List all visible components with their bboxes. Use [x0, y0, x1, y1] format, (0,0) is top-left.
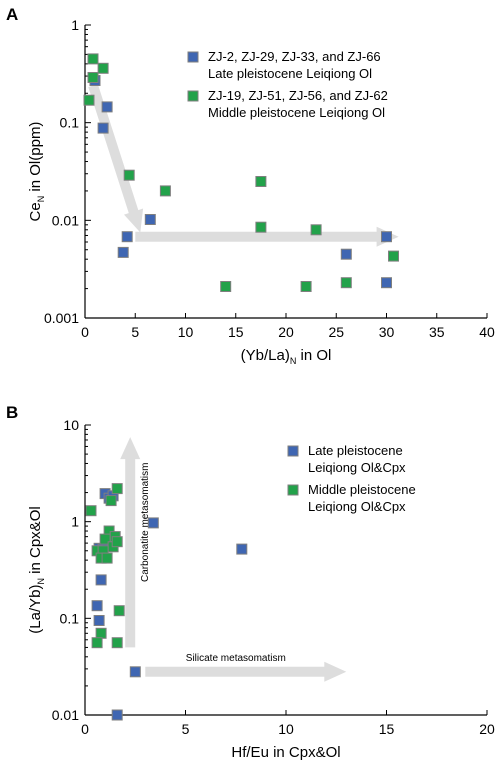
data-point — [97, 122, 109, 134]
data-point — [236, 543, 248, 555]
legend-label: ZJ-19, ZJ-51, ZJ-56, and ZJ-62 — [208, 88, 388, 103]
data-point — [101, 101, 113, 113]
x-tick-label: 20 — [278, 324, 294, 340]
data-point — [95, 627, 107, 639]
data-point — [97, 62, 109, 74]
data-point — [101, 552, 113, 564]
x-tick-label: 0 — [81, 324, 89, 340]
legend-label: ZJ-2, ZJ-29, ZJ-33, and ZJ-66 — [208, 49, 381, 64]
legend-marker — [287, 484, 299, 496]
x-tick-label: 5 — [182, 721, 190, 737]
data-point — [95, 574, 107, 586]
x-tick-label: 35 — [429, 324, 445, 340]
data-point — [129, 666, 141, 678]
legend-marker — [187, 51, 199, 63]
y-tick-label: 10 — [63, 417, 79, 433]
x-tick-label: 15 — [228, 324, 244, 340]
data-point — [117, 246, 129, 258]
x-tick-label: 0 — [81, 721, 89, 737]
legend-marker — [187, 90, 199, 102]
trend-arrow — [120, 437, 141, 648]
data-point — [99, 533, 111, 545]
data-point — [87, 53, 99, 65]
x-tick-label: 5 — [131, 324, 139, 340]
legend-label: Middle pleistocene Leiqiong Ol — [208, 105, 385, 120]
data-point — [381, 231, 392, 243]
panel-letter: A — [6, 5, 18, 24]
data-point — [340, 277, 352, 289]
arrow-label: Silicate metasomatism — [186, 653, 286, 664]
data-point — [147, 517, 159, 529]
data-point — [255, 176, 267, 187]
x-tick-label: 30 — [379, 324, 395, 340]
x-tick-label: 25 — [328, 324, 344, 340]
data-point — [111, 536, 123, 548]
y-axis-title: (La/Yb)N in Cpx&Ol — [27, 506, 46, 633]
data-point — [340, 248, 352, 260]
arrow-label: Carbonatite metasomatism — [140, 463, 151, 583]
data-point — [388, 250, 399, 262]
data-point — [111, 483, 123, 495]
y-tick-label: 0.1 — [60, 610, 80, 626]
data-point — [85, 505, 97, 517]
x-tick-label: 20 — [479, 721, 495, 737]
trend-arrow — [88, 84, 144, 233]
legend-label: Late pleistocene — [308, 443, 403, 458]
data-point — [93, 615, 105, 626]
y-tick-label: 0.001 — [44, 310, 79, 326]
data-point — [300, 281, 312, 292]
data-point — [111, 709, 123, 721]
data-point — [220, 281, 232, 292]
chart-panel-b: B 0 5 10 15 20 0.01 0.1 1 10 Hf/Eu in Cpx&Ol (La/Yb… — [6, 403, 495, 761]
data-point — [121, 231, 133, 243]
data-point — [123, 169, 135, 181]
data-point — [381, 277, 392, 289]
x-axis-title: (Yb/La)N in Ol — [241, 347, 332, 366]
data-point — [91, 637, 103, 649]
x-tick-label: 40 — [479, 324, 495, 340]
legend-label: Late pleistocene Leiqiong Ol — [208, 66, 372, 81]
data-point — [83, 94, 95, 106]
y-tick-label: 1 — [71, 17, 79, 33]
y-tick-label: 1 — [71, 514, 79, 530]
data-point — [159, 185, 171, 197]
trend-arrow — [135, 226, 399, 247]
legend-label: Middle pleistocene — [308, 482, 416, 497]
data-point — [255, 221, 267, 233]
data-point — [111, 637, 123, 649]
data-point — [113, 605, 125, 617]
chart-panel-a: A 0 5 10 15 20 25 30 35 40 0.001 0.01 0.1 1 (Yb/La)N i… — [6, 5, 495, 366]
trend-arrow — [145, 661, 347, 682]
legend-label: Leiqiong Ol&Cpx — [308, 499, 406, 514]
y-tick-label: 0.01 — [52, 707, 79, 723]
y-axis-title: CeN in Ol(ppm) — [27, 122, 46, 222]
y-tick-label: 0.1 — [60, 115, 80, 131]
panel-letter: B — [6, 403, 18, 422]
x-tick-label: 15 — [379, 721, 395, 737]
data-point — [91, 600, 103, 612]
y-tick-label: 0.01 — [52, 212, 79, 228]
legend-label: Leiqiong Ol&Cpx — [308, 460, 406, 475]
x-axis-title: Hf/Eu in Cpx&Ol — [231, 744, 340, 761]
data-point — [144, 214, 156, 225]
x-tick-label: 10 — [278, 721, 294, 737]
x-tick-label: 10 — [178, 324, 194, 340]
legend-marker — [287, 445, 299, 457]
data-point — [105, 495, 117, 507]
data-point — [310, 224, 322, 236]
data-point — [87, 72, 99, 83]
